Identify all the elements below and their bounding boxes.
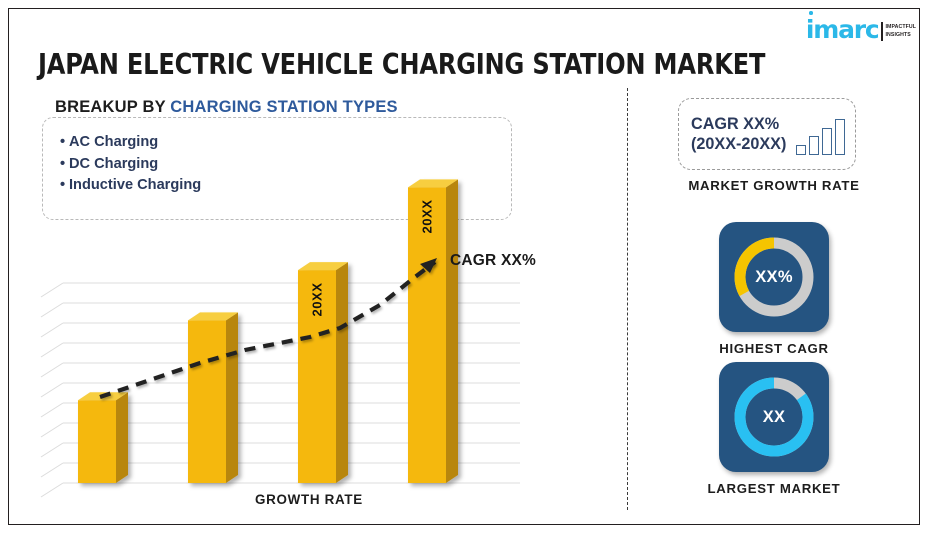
logo-dot-icon — [809, 11, 813, 15]
bar-chart-icon-bar — [809, 136, 819, 155]
largest-market-caption: LARGEST MARKET — [707, 481, 841, 496]
logo-tagline-line2: INSIGHTS — [885, 31, 911, 38]
list-item: • DC Charging — [60, 154, 201, 176]
cagr-card-line1: CAGR XX% — [691, 115, 780, 133]
largest-market-card: XX — [719, 362, 829, 472]
list-item-label: Inductive Charging — [69, 177, 202, 193]
bullet-icon: • — [60, 177, 66, 193]
breakup-heading: BREAKUP BY CHARGING STATION TYPES — [55, 98, 398, 117]
bar-chart-icon-bar — [822, 128, 832, 155]
bar-year-label: 20XX — [419, 199, 435, 234]
panel-divider — [627, 88, 628, 510]
highest-cagr-block: XX% HIGHEST CAGR — [628, 222, 920, 362]
chart-xaxis-label: GROWTH RATE — [255, 492, 363, 507]
highest-cagr-caption: HIGHEST CAGR — [719, 341, 829, 356]
highest-cagr-value: XX% — [755, 267, 793, 286]
largest-market-donut — [734, 377, 814, 457]
market-growth-rate-caption: MARKET GROWTH RATE — [688, 178, 860, 193]
list-item-label: DC Charging — [69, 155, 159, 172]
market-growth-rate-card: CAGR XX% (20XX-20XX) — [678, 98, 856, 170]
breakup-box: • AC Charging • DC Charging • Inductive Cha… — [42, 117, 512, 220]
breakup-heading-prefix: BREAKUP BY — [55, 98, 171, 116]
breakup-list: • AC Charging • DC Charging • Inductive Cha… — [60, 132, 201, 197]
logo-word-text: imarc — [805, 15, 880, 44]
largest-market-block: XX LARGEST MARKET — [628, 362, 920, 502]
imarc-logo: imarc IMPACTFUL INSIGHTS — [805, 11, 916, 44]
page-title: JAPAN ELECTRIC VEHICLE CHARGING STATION … — [38, 48, 766, 81]
list-item: • Inductive Charging — [60, 175, 201, 197]
bullet-icon: • — [60, 155, 66, 172]
bullet-icon: • — [60, 134, 66, 150]
bar-chart-icon-bar — [835, 119, 845, 155]
bar-year-label: 20XX — [309, 282, 325, 317]
cagr-card-text: CAGR XX% (20XX-20XX) — [691, 114, 786, 154]
chart-cagr-label: CAGR XX% — [450, 252, 537, 269]
cagr-card-line2: (20XX-20XX) — [691, 135, 787, 153]
list-item-label: AC Charging — [69, 134, 159, 150]
list-item: • AC Charging — [60, 132, 201, 154]
highest-cagr-card: XX% — [719, 222, 829, 332]
logo-divider-bar — [880, 22, 883, 41]
bar-chart-icon-bar — [796, 145, 806, 155]
highest-cagr-donut — [734, 237, 814, 317]
logo-wordmark: imarc — [805, 11, 880, 44]
bar-chart-icon — [796, 119, 845, 155]
breakup-heading-accent: CHARGING STATION TYPES — [170, 98, 398, 116]
logo-tagline: IMPACTFUL INSIGHTS — [886, 22, 916, 41]
largest-market-value: XX — [762, 407, 786, 426]
logo-tagline-line1: IMPACTFUL — [885, 24, 916, 30]
